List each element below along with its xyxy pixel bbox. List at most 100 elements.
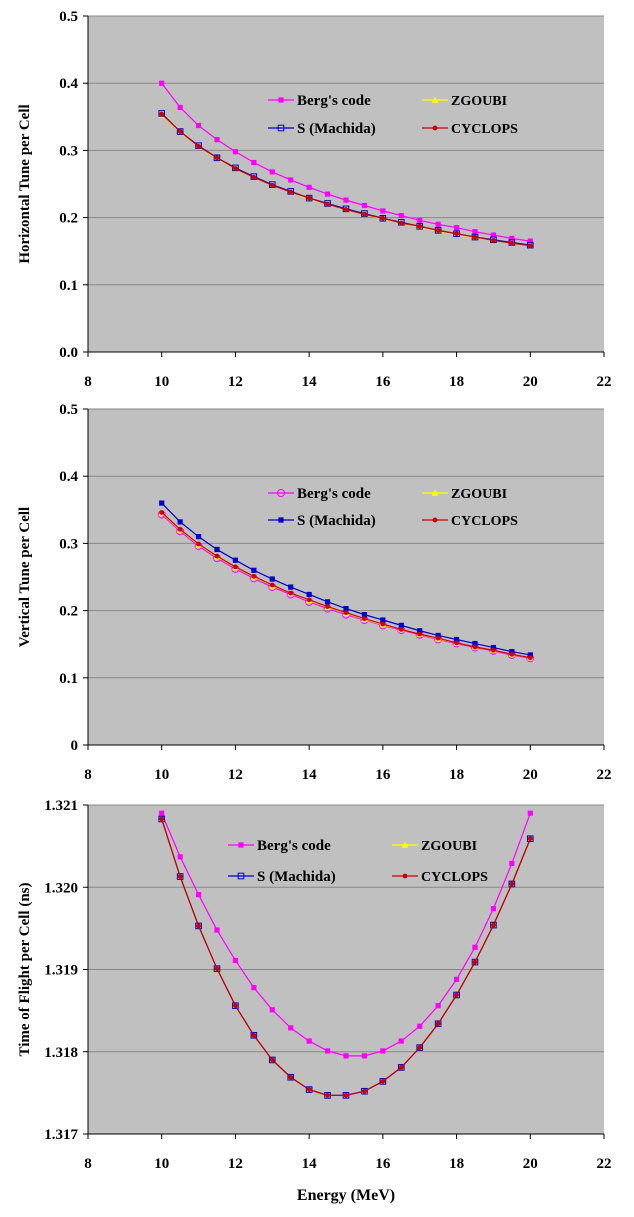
legend-item: S (Machida) — [268, 513, 376, 529]
x-tick-label: 8 — [84, 767, 92, 783]
data-point — [213, 965, 221, 972]
legend-item: S (Machida) — [268, 121, 376, 137]
y-tick-label: 0.2 — [59, 211, 78, 227]
y-tick-label: 0.1 — [59, 278, 78, 294]
data-point — [251, 159, 257, 166]
x-tick-label: 18 — [449, 374, 464, 390]
series-cyclops — [159, 510, 533, 661]
data-point — [196, 143, 201, 149]
data-point — [490, 644, 497, 651]
data-point — [288, 584, 294, 590]
legend: Berg's code ZGOUBI S (Machida) CYCLOPS — [268, 486, 518, 529]
legend-marker — [431, 489, 439, 496]
data-point — [343, 197, 349, 203]
x-tick-label: 20 — [523, 1156, 538, 1172]
data-point — [251, 567, 257, 573]
data-point — [195, 892, 202, 898]
y-tick-label: 0.5 — [59, 9, 78, 25]
data-point — [398, 1064, 404, 1070]
x-tick-label: 20 — [523, 767, 538, 783]
x-tick-label: 12 — [228, 767, 243, 783]
data-point — [159, 510, 165, 515]
x-tick-label: 16 — [375, 374, 391, 390]
data-point — [472, 640, 478, 647]
data-point — [379, 1078, 387, 1085]
legend-item: ZGOUBI — [422, 487, 507, 502]
data-point — [288, 1025, 294, 1031]
data-point — [527, 836, 533, 842]
legend-marker — [431, 96, 439, 103]
data-point — [269, 182, 275, 188]
data-point — [213, 154, 221, 162]
data-point — [361, 1087, 368, 1095]
data-point — [233, 166, 238, 171]
legend-label: S (Machida) — [297, 121, 376, 137]
data-point — [435, 227, 441, 233]
y-tick-label: 0.3 — [59, 536, 78, 552]
data-point — [509, 881, 515, 887]
data-point — [454, 640, 459, 646]
data-point — [288, 177, 294, 183]
data-point — [343, 1053, 349, 1059]
x-tick-label: 10 — [154, 1156, 169, 1172]
data-point — [435, 221, 441, 227]
legend: Berg's code ZGOUBI S (Machida) CYCLOPS — [228, 838, 488, 885]
data-point — [362, 211, 367, 217]
data-point — [417, 1023, 423, 1029]
data-point — [232, 557, 239, 563]
data-point — [380, 1078, 386, 1084]
data-point — [417, 217, 423, 223]
data-point — [159, 111, 165, 117]
data-point — [417, 631, 423, 637]
y-axis-label: Vertical Tune per Cell — [17, 507, 33, 647]
data-point — [324, 1048, 331, 1054]
x-tick-label: 20 — [523, 374, 538, 390]
data-point — [361, 202, 368, 209]
y-tick-label: 1.317 — [44, 1127, 78, 1143]
x-tick-label: 16 — [375, 767, 391, 783]
legend-item: ZGOUBI — [392, 839, 477, 854]
y-tick-label: 0.3 — [59, 143, 78, 159]
data-point — [268, 1056, 276, 1064]
y-tick-label: 0.5 — [59, 402, 78, 418]
data-point — [417, 628, 423, 634]
x-axis-label: Energy (MeV) — [297, 1187, 395, 1204]
data-point — [472, 959, 478, 965]
data-point — [288, 590, 294, 596]
data-point — [361, 612, 368, 618]
data-point — [251, 174, 257, 180]
data-point — [362, 616, 367, 622]
data-point — [435, 1021, 441, 1027]
data-point — [380, 208, 386, 214]
x-tick-label: 8 — [84, 1156, 92, 1172]
data-point — [195, 122, 202, 129]
legend-label: ZGOUBI — [451, 487, 507, 502]
y-tick-label: 1.321 — [44, 798, 78, 814]
data-point — [343, 1092, 349, 1098]
series-cyclops — [159, 816, 533, 1098]
chart-panel-1: 0.0 0.1 0.2 0.3 0.4 0.5 8 10 12 14 16 18 20 22 Horizon… — [17, 9, 612, 390]
data-point — [324, 191, 331, 197]
data-point — [177, 519, 183, 525]
data-point — [453, 991, 460, 999]
data-point — [380, 621, 386, 627]
data-point — [306, 591, 312, 598]
data-point — [508, 880, 516, 888]
data-point — [325, 201, 330, 207]
data-point — [527, 243, 533, 249]
y-axis-label: Time of Flight per Cell (ns) — [17, 882, 33, 1056]
data-point — [251, 573, 257, 579]
x-tick-label: 16 — [375, 1156, 391, 1172]
x-tick-label: 8 — [84, 374, 92, 390]
data-point — [305, 194, 313, 202]
data-point — [269, 576, 275, 582]
x-tick-label: 22 — [597, 1156, 612, 1172]
data-point — [434, 1020, 442, 1028]
data-point — [380, 1048, 386, 1054]
data-point — [176, 873, 184, 880]
series-berg-s-code — [159, 810, 533, 1059]
y-tick-label: 1.319 — [44, 963, 78, 979]
data-point — [251, 1032, 257, 1038]
legend-marker — [277, 489, 285, 497]
